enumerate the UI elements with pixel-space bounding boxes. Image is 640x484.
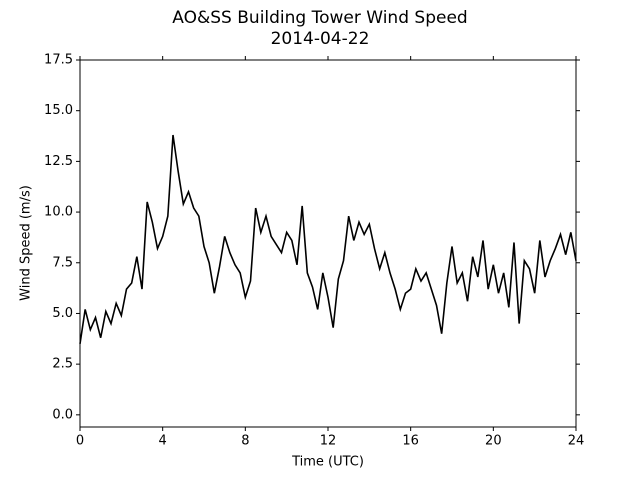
y-tick-label: 10.0 [44, 205, 73, 220]
x-tick-label: 8 [241, 434, 249, 449]
x-tick-label: 4 [159, 434, 167, 449]
x-tick-label: 0 [76, 434, 84, 449]
x-tick-label: 16 [402, 434, 419, 449]
y-tick-label: 17.5 [44, 53, 73, 68]
y-tick-label: 0.0 [52, 407, 73, 422]
x-tick-label: 20 [485, 434, 502, 449]
chart-title: AO&SS Building Tower Wind Speed [172, 8, 467, 28]
y-tick-label: 2.5 [52, 357, 73, 372]
chart-subtitle: 2014-04-22 [271, 29, 370, 49]
plot-frame [79, 59, 577, 428]
x-tick-label: 12 [320, 434, 337, 449]
y-tick-label: 12.5 [44, 154, 73, 169]
y-tick-label: 5.0 [52, 306, 73, 321]
y-tick-label: 15.0 [44, 103, 73, 118]
data-line [79, 134, 577, 344]
y-axis-label: Wind Speed (m/s) [19, 185, 34, 301]
x-tick-label: 24 [568, 434, 585, 449]
x-axis-label: Time (UTC) [291, 455, 364, 470]
y-tick-label: 7.5 [52, 255, 73, 270]
